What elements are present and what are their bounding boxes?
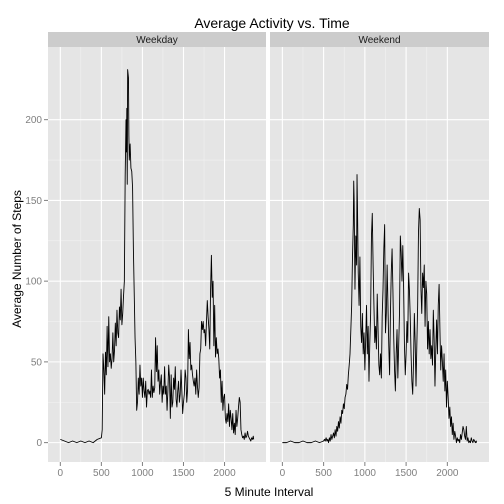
y-tick-label: 0 <box>36 438 42 449</box>
x-tick-label: 0 <box>58 468 64 479</box>
facet-strip <box>48 32 266 47</box>
x-tick-label: 0 <box>280 468 286 479</box>
x-tick-label: 1000 <box>131 468 154 479</box>
x-axis: 0 500 1000 1500 2000 <box>58 462 236 479</box>
x-tick-label: 2000 <box>436 468 459 479</box>
x-axis-label: 5 Minute Interval <box>225 485 314 499</box>
panel-background <box>48 47 266 462</box>
chart-title: Average Activity vs. Time <box>194 15 350 31</box>
y-tick-label: 200 <box>25 115 42 126</box>
x-tick-label: 1500 <box>172 468 195 479</box>
panel-background <box>270 47 489 462</box>
facet-panel-weekday: Weekday 0 500 1000 1500 2000 <box>48 32 266 479</box>
x-tick-label: 500 <box>93 468 110 479</box>
facet-panel-weekend: Weekend 0 500 1000 1500 2000 <box>270 32 489 479</box>
major-gridlines <box>48 47 266 462</box>
series-line-weekday <box>60 69 255 444</box>
facet-strip-label: Weekday <box>136 35 178 46</box>
x-tick-label: 500 <box>315 468 332 479</box>
facet-strip <box>270 32 489 47</box>
x-tick-label: 1500 <box>395 468 418 479</box>
x-axis: 0 500 1000 1500 2000 <box>280 462 459 479</box>
series-line-weekend <box>282 174 478 444</box>
y-axis: 0 50 100 150 200 <box>25 115 48 449</box>
y-axis-label: Average Number of Steps <box>10 190 24 328</box>
x-tick-label: 2000 <box>213 468 236 479</box>
facet-strip-label: Weekend <box>358 35 400 46</box>
y-tick-label: 150 <box>25 196 42 207</box>
x-tick-label: 1000 <box>354 468 377 479</box>
y-tick-label: 50 <box>31 357 43 368</box>
y-tick-label: 100 <box>25 277 42 288</box>
minor-gridlines <box>270 47 489 462</box>
